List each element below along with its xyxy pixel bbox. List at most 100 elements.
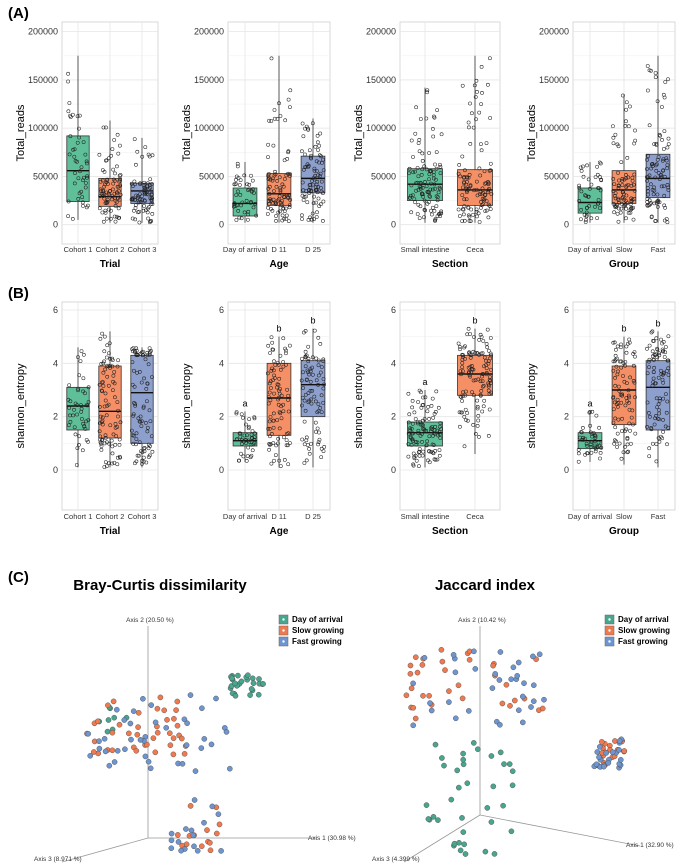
data-point — [118, 455, 122, 460]
data-point — [489, 192, 494, 196]
pcoa-point — [152, 719, 159, 726]
data-point — [150, 212, 155, 216]
data-point — [475, 351, 479, 355]
pcoa-point — [439, 755, 445, 761]
data-point — [305, 200, 310, 205]
data-point — [433, 217, 438, 221]
data-point — [485, 327, 490, 332]
data-point — [484, 141, 489, 145]
data-point — [103, 436, 108, 440]
pcoa-point — [96, 738, 102, 745]
data-point — [424, 443, 429, 448]
pcoa-point — [102, 748, 109, 755]
data-point — [267, 442, 272, 446]
data-point — [472, 335, 476, 339]
axis-2-label: Axis 2 (10.42 %) — [458, 617, 506, 624]
data-point — [467, 125, 471, 130]
data-point — [282, 217, 287, 221]
y-tick-label: 0 — [564, 220, 569, 230]
data-point — [306, 126, 310, 131]
data-point — [624, 100, 629, 105]
data-point — [630, 175, 635, 180]
data-point — [624, 344, 629, 349]
data-point — [462, 444, 467, 449]
data-point — [425, 201, 430, 206]
data-point — [417, 216, 422, 220]
pcoa-point — [410, 722, 417, 729]
data-point — [318, 174, 322, 178]
data-point — [626, 393, 631, 398]
data-point — [615, 431, 620, 436]
y-tick-label: 100000 — [28, 123, 58, 133]
data-point — [411, 431, 415, 436]
data-point — [266, 401, 271, 406]
data-point — [426, 190, 431, 195]
data-point — [654, 414, 658, 418]
y-axis-label: shannon_entropy — [15, 363, 27, 449]
data-point — [147, 352, 152, 357]
pcoa-point — [168, 830, 175, 837]
data-point — [661, 168, 666, 173]
data-point — [616, 184, 621, 188]
x-tick-label: Cohort 2 — [96, 512, 125, 521]
box-3 — [645, 153, 671, 199]
data-point — [666, 142, 671, 146]
data-point — [73, 432, 78, 437]
data-point — [411, 421, 415, 426]
data-point — [486, 188, 491, 193]
legend-label: Slow growing — [292, 626, 344, 635]
data-point — [584, 218, 588, 222]
data-point — [307, 372, 311, 377]
data-point — [85, 174, 89, 179]
pcoa-point — [198, 843, 205, 850]
data-point — [423, 208, 427, 213]
data-point — [427, 194, 432, 198]
significance-letter: b — [655, 318, 660, 328]
data-point — [109, 153, 113, 158]
data-point — [666, 373, 671, 377]
data-point — [661, 430, 665, 434]
data-point — [425, 439, 429, 444]
data-point — [276, 436, 281, 441]
data-point — [475, 404, 480, 409]
data-point — [474, 117, 478, 122]
data-point — [77, 443, 81, 447]
data-point — [245, 182, 250, 187]
data-point — [141, 349, 145, 354]
data-point — [488, 356, 492, 361]
data-point — [598, 206, 602, 210]
pcoa-point — [403, 692, 410, 699]
significance-letter: b — [472, 316, 477, 326]
data-point — [467, 351, 471, 356]
data-point — [302, 461, 307, 465]
pcoa-point — [521, 680, 527, 687]
data-point — [577, 199, 581, 203]
data-point — [102, 349, 107, 354]
pcoa-point — [106, 762, 113, 769]
data-point — [585, 205, 589, 210]
data-point — [249, 442, 254, 447]
data-point — [624, 183, 629, 188]
pcoa-point — [484, 805, 491, 811]
data-point — [620, 177, 625, 181]
pcoa-point — [154, 729, 161, 736]
data-point — [317, 143, 321, 148]
data-point — [465, 411, 470, 415]
data-point — [112, 214, 117, 219]
pcoa-point — [187, 803, 194, 809]
pcoa-point — [621, 748, 628, 754]
data-point — [410, 437, 415, 442]
pcoa-point — [438, 647, 445, 653]
pcoa-point — [256, 676, 262, 682]
data-point — [81, 352, 86, 357]
data-point — [484, 199, 489, 203]
data-point — [267, 390, 272, 395]
data-point — [423, 395, 428, 400]
data-point — [133, 461, 137, 466]
data-point — [466, 326, 471, 331]
pcoa-point — [87, 753, 93, 759]
box-3 — [130, 354, 154, 444]
data-point — [663, 205, 667, 210]
data-point — [623, 403, 628, 408]
